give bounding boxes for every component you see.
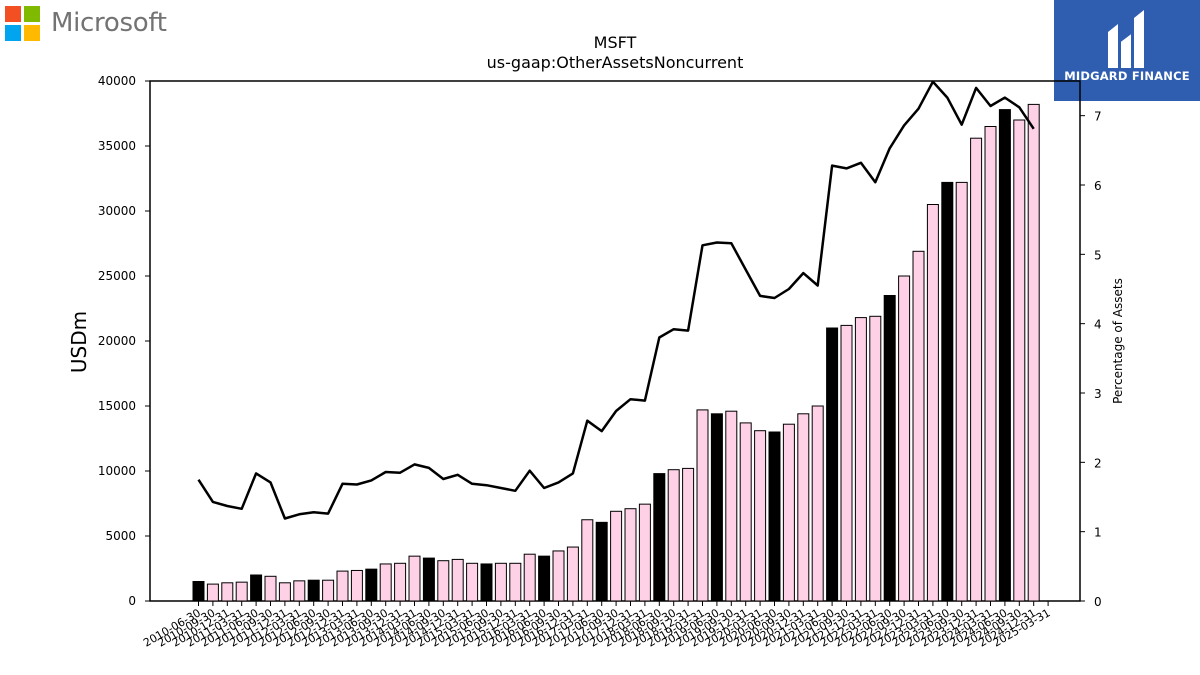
- bar-2015-09-30: [494, 562, 507, 602]
- bar-2020-03-31: [754, 430, 767, 602]
- brand-name: MIDGARD FINANCE: [1064, 69, 1190, 83]
- bar-2015-12-31: [509, 562, 522, 602]
- logo-square-red: [5, 5, 21, 22]
- bar-2012-03-31: [293, 580, 306, 602]
- bar-2020-06-30: [768, 431, 781, 602]
- y2-tick-label: 7: [1094, 110, 1102, 124]
- y-axis-label: USDm: [67, 311, 91, 373]
- y2-tick-label: 0: [1094, 595, 1102, 609]
- bar-2022-09-30: [898, 275, 911, 602]
- bar-2022-12-31: [912, 250, 925, 602]
- y-tick-label: 10000: [98, 464, 136, 478]
- y-tick-label: 15000: [98, 399, 136, 413]
- bar-2019-06-30: [710, 413, 723, 602]
- bar-2021-03-31: [811, 405, 824, 602]
- bar-2017-03-31: [581, 519, 594, 602]
- y-tick-label: 5000: [105, 529, 136, 543]
- bar-2014-09-30: [437, 560, 450, 602]
- bar-2018-06-30: [653, 473, 666, 602]
- bar-2011-09-30: [264, 575, 277, 602]
- y2-tick-label: 3: [1094, 387, 1102, 401]
- y-tick-label: 20000: [98, 334, 136, 348]
- microsoft-logo: Microsoft: [5, 5, 167, 41]
- bar-2013-09-30: [379, 563, 392, 602]
- bar-2014-06-30: [422, 557, 435, 602]
- bar-2021-09-30: [840, 324, 853, 602]
- bar-2010-06-30: [192, 581, 205, 602]
- bar-2021-06-30: [826, 327, 839, 602]
- bar-2022-06-30: [883, 295, 896, 602]
- bar-2010-12-31: [221, 582, 234, 602]
- logo-square-yellow: [24, 24, 40, 41]
- bar-2016-03-31: [523, 553, 536, 602]
- bar-2015-03-31: [466, 562, 479, 602]
- bar-2024-12-31: [1027, 103, 1040, 602]
- percentage-line: [197, 80, 1035, 520]
- bar-2019-12-31: [739, 422, 752, 602]
- y-tick-label: 0: [128, 594, 136, 608]
- y-tick-label: 35000: [98, 139, 136, 153]
- y-tick-label: 25000: [98, 269, 136, 283]
- bar-2019-03-31: [696, 409, 709, 602]
- bar-2018-12-31: [682, 467, 695, 602]
- y2-tick-label: 6: [1094, 179, 1102, 193]
- chart-title: MSFT: [593, 33, 637, 52]
- company-logo-text: Microsoft: [51, 8, 167, 38]
- y-tick-label: 40000: [98, 74, 136, 88]
- bar-2021-12-31: [854, 317, 867, 602]
- bar-2023-06-30: [941, 181, 954, 602]
- bar-2018-09-30: [667, 469, 680, 602]
- bar-2010-09-30: [206, 583, 219, 602]
- bar-2018-03-31: [638, 503, 651, 602]
- bar-2014-12-31: [451, 558, 464, 602]
- bar-2013-06-30: [365, 568, 378, 602]
- bar-2024-06-30: [998, 109, 1011, 602]
- bar-2012-12-31: [336, 570, 349, 602]
- logo-square-green: [24, 5, 40, 22]
- y2-tick-label: 4: [1094, 318, 1102, 332]
- bar-2015-06-30: [480, 563, 493, 602]
- bar-2017-12-31: [624, 508, 637, 602]
- bar-2012-09-30: [322, 579, 335, 602]
- bar-2011-12-31: [278, 582, 291, 602]
- bar-2016-06-30: [538, 555, 551, 602]
- bar-2019-09-30: [725, 410, 738, 602]
- bar-2017-06-30: [595, 521, 608, 602]
- bar-2020-12-31: [797, 413, 810, 602]
- bar-2014-03-31: [408, 555, 421, 602]
- logo-square-blue: [5, 24, 21, 41]
- microsoft-windows-icon: [5, 5, 40, 41]
- bar-2022-03-31: [869, 315, 882, 602]
- y2-tick-label: 2: [1094, 456, 1102, 470]
- y2-tick-label: 1: [1094, 526, 1102, 540]
- bar-2024-03-31: [984, 126, 997, 602]
- y2-axis-label: Percentage of Assets: [1111, 278, 1125, 404]
- bar-2013-12-31: [394, 562, 407, 602]
- bar-2023-09-30: [955, 181, 968, 602]
- bar-2020-09-30: [782, 423, 795, 602]
- y2-tick-label: 5: [1094, 248, 1102, 262]
- bar-2023-12-31: [970, 137, 983, 602]
- bar-2012-06-30: [307, 579, 320, 602]
- bar-2013-03-31: [350, 569, 363, 602]
- y-tick-label: 30000: [98, 204, 136, 218]
- bar-2011-06-30: [250, 574, 263, 602]
- bar-2016-12-31: [566, 546, 579, 602]
- bar-2017-09-30: [610, 510, 623, 602]
- brand-logo-icon: [1108, 10, 1144, 68]
- chart-subtitle: us-gaap:OtherAssetsNoncurrent: [486, 53, 744, 72]
- bar-2024-09-30: [1013, 119, 1026, 602]
- brand-badge: MIDGARD FINANCE: [1054, 0, 1200, 101]
- bar-2011-03-31: [235, 581, 248, 602]
- bar-2016-09-30: [552, 550, 565, 602]
- bar-2023-03-31: [926, 204, 939, 602]
